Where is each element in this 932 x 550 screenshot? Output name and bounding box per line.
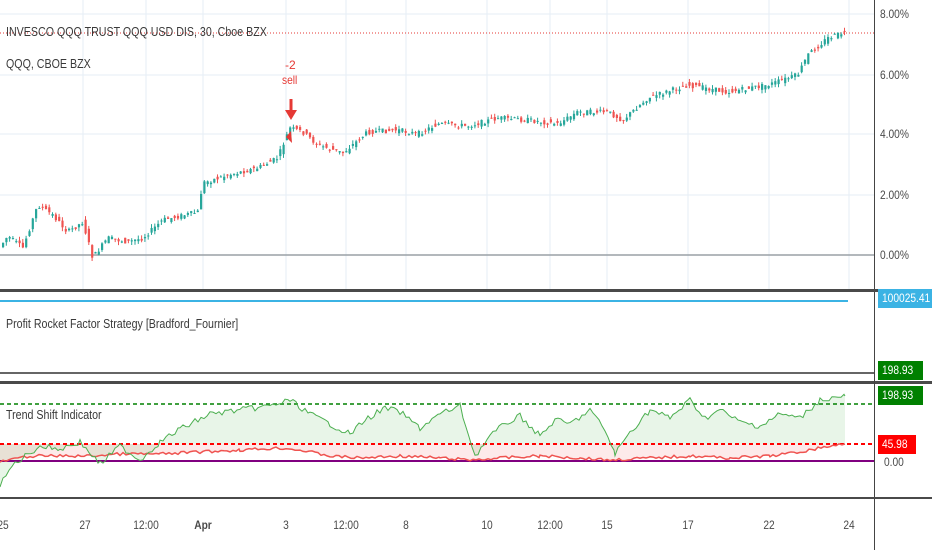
time-label-24: 24 [843,518,855,532]
signal-count-label: -2 [285,58,296,72]
time-label-15: 15 [601,518,613,532]
time-label-22: 22 [763,518,775,532]
red-signal-line [0,443,846,463]
lower-level-badge: 45.98 [878,435,917,454]
equity-badge: 100025.41 [878,289,932,308]
level-badge: 198.93 [878,361,923,380]
time-label-1200b: 12:00 [333,518,359,532]
grid [0,0,874,290]
axis-tick-4: 4.00% [880,127,909,141]
pane-separator-3[interactable] [0,497,932,499]
time-label-1200c: 12:00 [537,518,563,532]
green-fill-area [0,394,845,487]
axis-tick-6: 6.00% [880,68,909,82]
sell-signal [285,99,297,143]
axis-tick-8: 8.00% [880,7,909,21]
price-chart[interactable] [0,0,874,290]
pane-separator-2[interactable] [0,381,932,384]
entry-marker [286,131,292,143]
time-label-apr: Apr [194,518,212,532]
trend-indicator-title: Trend Shift Indicator [6,407,102,422]
time-label-10: 10 [481,518,493,532]
time-label-25: 25 [0,518,9,532]
time-axis-right-border [874,499,875,550]
strategy-title: Profit Rocket Factor Strategy [Bradford_… [6,316,239,331]
time-label-3: 3 [283,518,289,532]
sell-arrow-head [285,110,297,120]
time-axis[interactable] [0,499,875,550]
trend-shift-pane[interactable]: Trend Shift Indicator [0,384,874,497]
compare-symbol-label: QQQ, CBOE BZX [6,56,91,71]
axis-tick-0: 0.00% [880,248,909,262]
axis-tick-2: 2.00% [880,188,909,202]
time-label-8: 8 [403,518,409,532]
candlesticks [2,27,846,262]
time-label-1200a: 12:00 [133,518,159,532]
main-price-pane[interactable]: INVESCO QQQ TRUST QQQ USD DIS, 30, Cboe … [0,0,874,290]
time-label-27: 27 [79,518,91,532]
strategy-pane[interactable]: Profit Rocket Factor Strategy [Bradford_… [0,292,874,381]
chart-title: INVESCO QQQ TRUST QQQ USD DIS, 30, Cboe … [6,24,267,39]
price-axis[interactable]: 8.00% 6.00% 4.00% 2.00% 0.00% [874,0,932,290]
trend-shift-chart[interactable] [0,384,874,497]
time-label-17: 17 [682,518,694,532]
signal-text-label: sell [282,73,298,87]
pane-separator-1[interactable] [0,289,932,292]
lower-axis[interactable] [874,292,932,497]
green-signal-line [0,393,846,488]
upper-level-badge: 198.93 [878,386,923,405]
zero-tick: 0.00 [884,455,904,469]
